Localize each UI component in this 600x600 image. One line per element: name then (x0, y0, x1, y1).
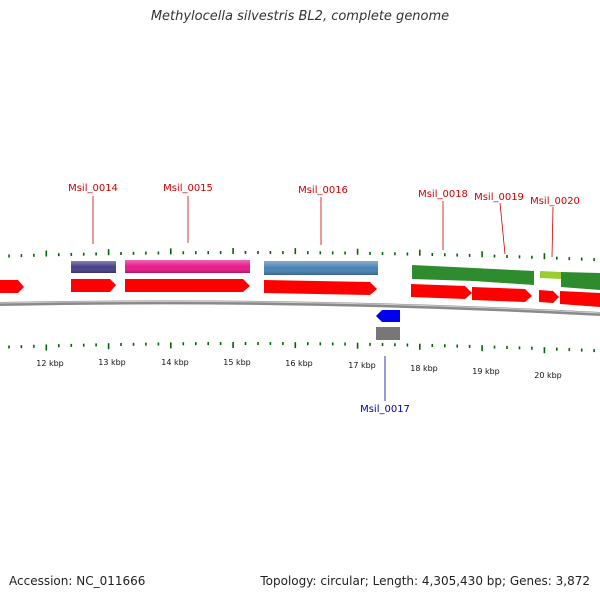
tick-label-20kbp: 20 kbp (534, 371, 562, 380)
gene-label-msil-0018[interactable]: Msil_0018 (418, 189, 468, 200)
tick-label-15kbp: 15 kbp (223, 358, 251, 367)
feature-bar-msil-0018[interactable] (412, 265, 474, 281)
feature-bar-row (71, 260, 600, 290)
tick-label-13kbp: 13 kbp (98, 358, 126, 367)
cds-arrow[interactable] (71, 279, 116, 292)
accession-text: Accession: NC_011666 (9, 574, 146, 588)
cds-arrow-row (0, 279, 600, 307)
feature-bar-extra (561, 272, 600, 290)
tick-label-18kbp: 18 kbp (410, 364, 438, 373)
tick-label-16kbp: 16 kbp (285, 359, 313, 368)
cds-arrow[interactable] (539, 290, 559, 303)
cds-arrow[interactable] (125, 279, 250, 292)
genome-title: Methylocella silvestris BL2, complete ge… (150, 9, 450, 24)
cds-arrow[interactable] (560, 291, 600, 307)
tick-labels: 12 kbp 13 kbp 14 kbp 15 kbp 16 kbp 17 kb… (36, 358, 562, 380)
gene-label-msil-0017[interactable]: Msil_0017 (360, 404, 410, 415)
gene-label-msil-0014[interactable]: Msil_0014 (68, 183, 118, 194)
gene-label-msil-0015[interactable]: Msil_0015 (163, 183, 213, 194)
tick-label-17kbp: 17 kbp (348, 361, 376, 370)
genome-summary-text: Topology: circular; Length: 4,305,430 bp… (260, 574, 590, 588)
gene-label-msil-0016[interactable]: Msil_0016 (298, 185, 348, 196)
tick-label-19kbp: 19 kbp (472, 367, 500, 376)
feature-bar-msil-0020[interactable] (540, 271, 561, 279)
cds-arrow-msil-0017[interactable] (376, 310, 400, 322)
gene-labels: Msil_0014 Msil_0015 Msil_0016 Msil_0017 … (68, 183, 580, 415)
cds-arrow[interactable] (411, 284, 472, 299)
gene-label-msil-0019[interactable]: Msil_0019 (474, 192, 524, 203)
tick-label-14kbp: 14 kbp (161, 358, 189, 367)
gene-label-msil-0020[interactable]: Msil_0020 (530, 196, 580, 207)
feature-bar-msil-0019[interactable] (474, 268, 534, 285)
cds-arrow[interactable] (0, 280, 24, 293)
cds-arrow[interactable] (472, 287, 532, 302)
inner-tick-row (8, 342, 595, 354)
feature-bar-msil-0017[interactable] (376, 327, 400, 340)
tick-label-12kbp: 12 kbp (36, 359, 64, 368)
cds-arrow[interactable] (264, 280, 377, 295)
outer-tick-row (8, 248, 595, 262)
genome-backbone (0, 300, 600, 316)
